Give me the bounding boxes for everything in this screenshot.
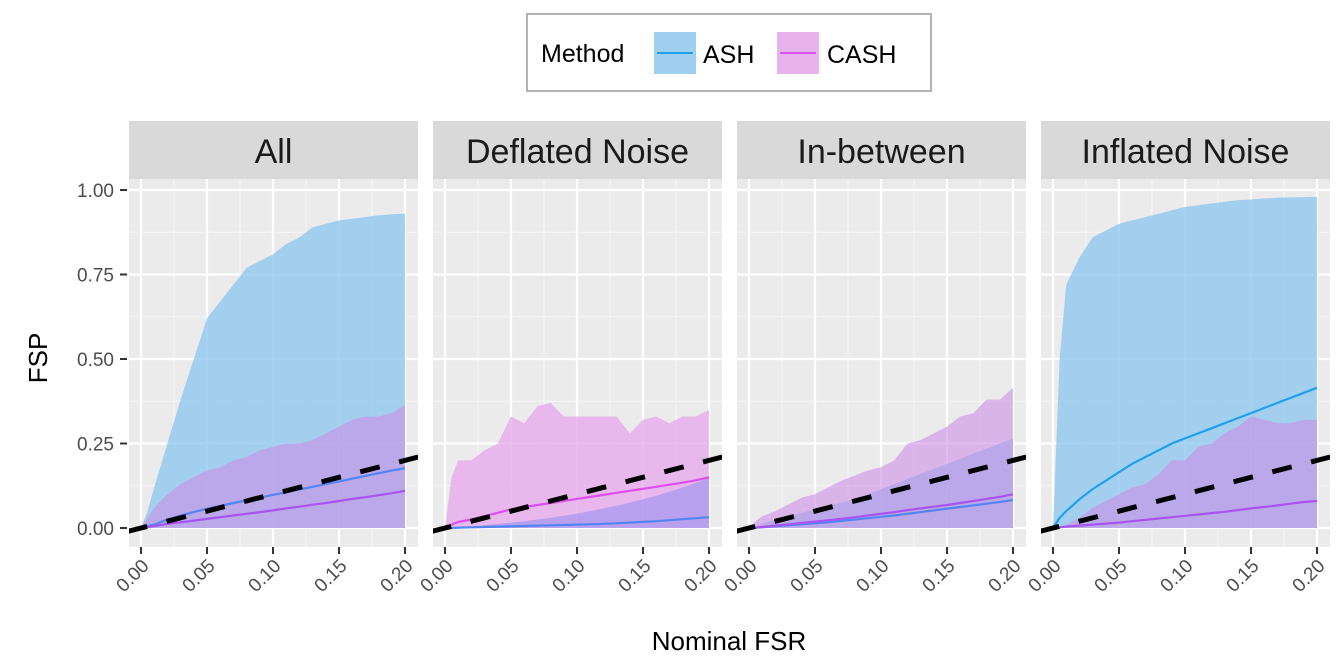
y-tick-label: 0.75 <box>77 266 114 287</box>
strip-label: All <box>255 133 293 171</box>
legend-box <box>526 13 932 92</box>
x-tick-label: 0.05 <box>179 556 220 597</box>
x-tick-label: 0.00 <box>417 556 458 597</box>
x-tick-label: 0.05 <box>1091 556 1132 597</box>
x-tick-label: 0.10 <box>549 556 590 597</box>
x-tick-label: 0.05 <box>787 556 828 597</box>
reference-line-y-equals-x <box>737 454 1026 534</box>
y-axis: 0.00 0.25 0.50 0.75 1.00 <box>77 181 127 540</box>
x-tick-label: 0.00 <box>1025 556 1066 597</box>
mean-line-ash <box>1052 386 1318 529</box>
strip-label: Inflated Noise <box>1082 133 1290 171</box>
x-tick-label: 0.00 <box>113 556 154 597</box>
ribbon-cash <box>749 387 1013 528</box>
x-tick-label: 0.15 <box>1223 556 1264 597</box>
panels: All 0.00 0.05 0.10 0.15 0.20 Deflated Noise 0.0… <box>113 121 1330 597</box>
mean-line-ash <box>445 516 710 530</box>
x-tick-label: 0.20 <box>681 556 722 597</box>
x-tick-label: 0.10 <box>853 556 894 597</box>
x-tick-label: 0.15 <box>615 556 656 597</box>
ribbon-ash <box>445 478 709 528</box>
strip-background <box>1041 121 1330 179</box>
x-tick-label: 0.20 <box>1289 556 1330 597</box>
strip-background <box>737 121 1026 179</box>
ribbon-cash <box>445 402 709 528</box>
strip-background <box>433 121 722 179</box>
panel-all: All 0.00 0.05 0.10 0.15 0.20 <box>113 121 418 597</box>
x-tick-label: 0.20 <box>377 556 418 597</box>
ribbon-cash <box>141 404 405 528</box>
y-tick-label: 0.00 <box>77 519 114 540</box>
panel-deflated-noise: Deflated Noise 0.00 0.05 0.10 0.15 0.20 <box>417 121 722 597</box>
x-tick-label: 0.05 <box>483 556 524 597</box>
x-tick-label: 0.00 <box>721 556 762 597</box>
legend-label-ash: ASH <box>703 41 754 69</box>
y-axis-title: FSP <box>23 333 53 384</box>
reference-line-y-equals-x <box>1041 454 1330 534</box>
legend: Method ASH CASH <box>526 13 932 92</box>
x-tick-label: 0.15 <box>919 556 960 597</box>
strip-label: In-between <box>797 133 965 171</box>
y-tick-label: 0.50 <box>77 350 114 371</box>
reference-line-y-equals-x <box>129 454 418 534</box>
panel-inflated-noise: Inflated Noise 0.00 0.05 0.10 0.15 0.20 <box>1025 121 1330 597</box>
mean-line-cash <box>140 489 406 530</box>
ribbon-cash <box>1053 416 1317 528</box>
panel-data <box>433 402 722 534</box>
panel-in-between: In-between 0.00 0.05 0.10 0.15 0.20 <box>721 121 1026 597</box>
x-axis-title: Nominal FSR <box>652 626 807 656</box>
legend-title: Method <box>541 40 624 68</box>
panel-data <box>1041 196 1330 534</box>
x-tick-label: 0.15 <box>311 556 352 597</box>
x-tick-label: 0.20 <box>985 556 1026 597</box>
y-tick-label: 0.25 <box>77 435 114 456</box>
panel-data <box>129 213 418 534</box>
x-tick-label: 0.10 <box>245 556 286 597</box>
strip-label: Deflated Noise <box>466 133 689 171</box>
x-tick-label: 0.10 <box>1157 556 1198 597</box>
mean-line-cash <box>1052 499 1318 530</box>
legend-label-cash: CASH <box>827 41 896 69</box>
mean-line-cash <box>748 493 1014 530</box>
reference-line-y-equals-x <box>433 454 722 534</box>
y-tick-label: 1.00 <box>77 181 114 202</box>
strip-background <box>129 121 418 179</box>
panel-data <box>737 387 1026 534</box>
